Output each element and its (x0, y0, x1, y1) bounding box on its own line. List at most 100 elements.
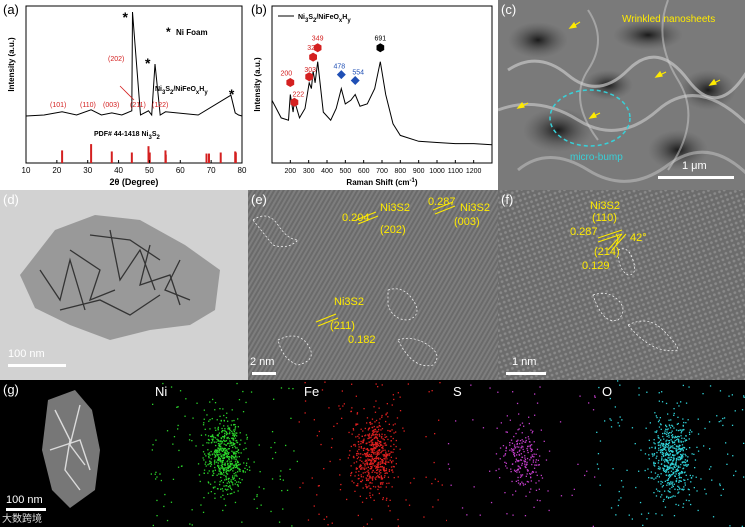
scale-bar-label: 1 nm (512, 356, 537, 368)
peak-label-691: 691 (375, 36, 387, 43)
phase-label-3: Ni3S2 (334, 296, 364, 308)
pdf-card-label: PDF# 44-1418 Ni3S2 (94, 131, 161, 141)
plot-frame (271, 5, 493, 164)
x-tick-label: 400 (321, 168, 333, 175)
scale-bar-line (252, 372, 276, 375)
peak-marker-691 (376, 43, 385, 53)
eds-map-s: S (447, 380, 596, 527)
y-axis-label: Intensity (a.u.) (253, 57, 262, 112)
peak-label-303: 303 (304, 67, 316, 74)
peak-marker-324 (309, 52, 317, 62)
x-axis-label: 2θ (Degree) (110, 177, 159, 187)
phase-label: Ni3S2 (590, 200, 620, 212)
hrtem-image (248, 190, 498, 380)
eds-label-o: O (602, 384, 613, 399)
sample-label: Ni3S2/NiFeOxHy (155, 86, 208, 96)
plane-110: (110) (592, 212, 617, 224)
miller-202-pointer (119, 85, 135, 101)
panel-c-label: (c) (501, 2, 517, 17)
miller-index-label: (122) (152, 102, 168, 109)
eds-dots (447, 384, 596, 527)
panel-e-label: (e) (251, 192, 267, 207)
y-axis-label: Intensity (a.u.) (7, 37, 16, 92)
eds-label-ni: Ni (155, 384, 168, 399)
legend-star-symbol: * (166, 25, 171, 39)
eds-label-s: S (453, 384, 462, 399)
eds-map-o: O (596, 380, 745, 527)
eds-dot-map (150, 382, 298, 527)
panel-f-hrtem: (f) Ni3S2 (110) 0.287 42° (214) 0.129 1 … (498, 190, 745, 380)
x-tick-label: 50 (145, 166, 154, 175)
scale-bar-label: 100 nm (8, 348, 45, 360)
wrinkled-nanosheets-annotation: Wrinkled nanosheets (622, 14, 716, 25)
x-tick-label: 1100 (448, 168, 463, 175)
peak-label-200: 200 (280, 71, 292, 78)
x-tick-label: 200 (284, 168, 296, 175)
miller-index-label: (101) (50, 102, 66, 109)
miller-index-label: (003) (103, 102, 119, 109)
plot-frame (25, 5, 243, 164)
panel-d-tem: (d) 100 nm (0, 190, 248, 380)
raman-chart: Ni3S2/NiFeOxHy 200 222 303 324 349 478 554 691 20… (253, 5, 493, 187)
x-tick-label: 300 (303, 168, 315, 175)
miller-index-label: (211) (130, 102, 146, 109)
peak-marker-478 (336, 70, 346, 80)
eds-dot-map (298, 381, 447, 527)
scale-bar-label: 100 nm (6, 494, 43, 506)
panel-a-xrd: * * * * Ni Foam Ni3S2/NiFeOxHy PDF# 44-1418 Ni… (0, 0, 248, 190)
eds-map-fe: Fe (298, 380, 447, 527)
peak-label-349: 349 (312, 36, 324, 43)
ni-foam-peak-star: * (122, 9, 128, 25)
panel-e-hrtem: (e) 0.204 Ni3S2 (202) 0.287 Ni3S2 (003) … (248, 190, 498, 380)
miller-index-label: (110) (80, 102, 96, 109)
peak-marker-200 (286, 78, 295, 87)
x-tick-label: 600 (358, 168, 370, 175)
eds-dots (596, 380, 745, 527)
eds-map-ni: Ni (149, 380, 298, 527)
peak-marker-349 (313, 43, 322, 53)
x-tick-label: 1000 (429, 168, 445, 175)
panel-g-label: (g) (3, 382, 19, 397)
peak-marker-554 (350, 76, 360, 85)
spacing-0287: 0.287 (570, 226, 598, 238)
x-tick-label: 900 (413, 168, 425, 175)
ni-foam-peak-star: * (229, 86, 235, 102)
peak-marker-303 (305, 72, 314, 82)
micro-bump-annotation: micro-bump (570, 152, 623, 163)
raman-series-line (271, 61, 493, 146)
miller-index-label: (202) (108, 56, 124, 63)
x-tick-label: 20 (52, 166, 61, 175)
peak-label-478: 478 (333, 64, 345, 71)
x-tick-label: 70 (207, 166, 216, 175)
legend-ni-foam: Ni Foam (176, 28, 208, 37)
panel-g-haadf: (g) 100 nm 大数跨境 (0, 380, 149, 527)
scale-bar-line (8, 364, 66, 367)
panel-d-label: (d) (3, 192, 19, 207)
eds-dots (298, 381, 447, 527)
spacing-0287: 0.287 (428, 196, 456, 208)
eds-dot-map (596, 380, 745, 527)
xrd-series-line (25, 11, 243, 117)
scale-bar-line (658, 176, 734, 179)
panel-b-label: (b) (251, 2, 267, 17)
panel-f-label: (f) (501, 192, 514, 207)
sheet-arrows (516, 21, 721, 119)
hrtem-zoom-image (498, 190, 745, 380)
legend-label: Ni3S2/NiFeOxHy (298, 14, 351, 24)
spacing-0204: 0.204 (342, 212, 370, 224)
panel-a-label: (a) (3, 2, 19, 17)
scale-bar-label: 2 nm (250, 356, 275, 368)
sem-texture (498, 0, 745, 183)
scale-bar-label: 1 μm (682, 160, 707, 172)
x-tick-label: 60 (176, 166, 185, 175)
spacing-0182: 0.182 (348, 334, 376, 346)
peak-label-222: 222 (293, 91, 305, 98)
x-tick-label: 40 (114, 166, 123, 175)
ni-foam-peak-star: * (145, 55, 151, 71)
peak-label-554: 554 (352, 70, 364, 77)
spacing-0129: 0.129 (582, 260, 610, 272)
x-tick-label: 30 (83, 166, 92, 175)
x-tick-label: 1200 (466, 168, 482, 175)
eds-label-fe: Fe (304, 384, 320, 399)
tem-image (0, 190, 248, 380)
